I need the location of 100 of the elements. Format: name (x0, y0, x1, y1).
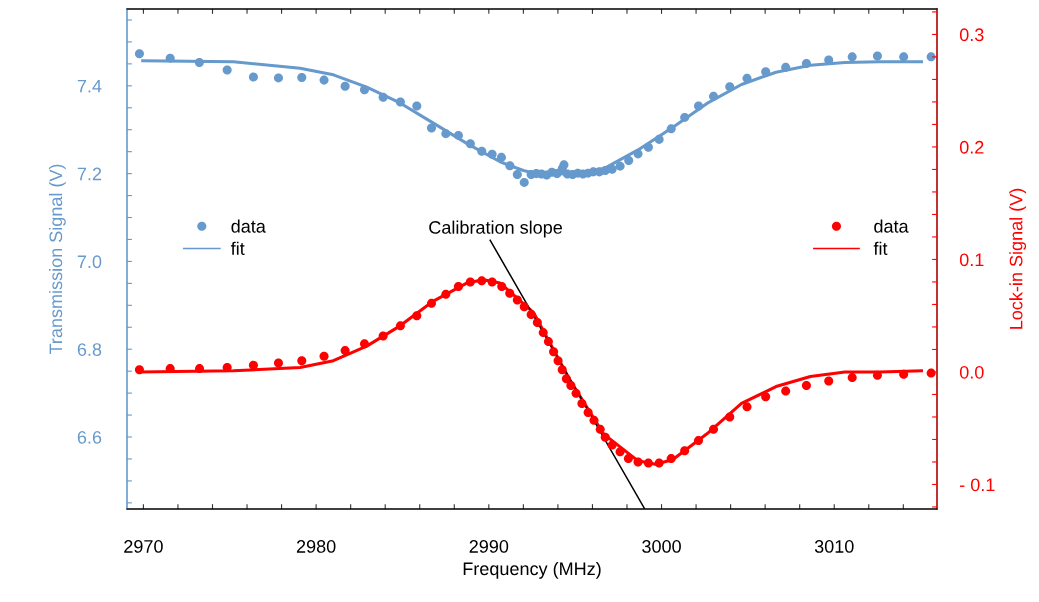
point (577, 398, 587, 408)
point (340, 346, 350, 356)
point (899, 52, 909, 62)
point (519, 302, 529, 312)
y2-tick-label: - 0.1 (960, 478, 995, 492)
point (680, 112, 690, 122)
point (847, 52, 857, 62)
x-axis-title: Frequency (MHz) (463, 561, 601, 579)
point (781, 386, 791, 396)
point (709, 91, 719, 101)
point (477, 276, 487, 286)
point (643, 458, 653, 468)
point (607, 440, 617, 450)
point (742, 402, 752, 412)
point (557, 365, 567, 375)
point (441, 289, 451, 299)
point (624, 155, 634, 165)
point (872, 51, 882, 61)
point (583, 407, 593, 417)
point (899, 369, 909, 379)
point (872, 370, 882, 380)
x-tick-label: 3010 (814, 540, 854, 553)
point (654, 458, 664, 468)
point (801, 380, 811, 390)
point (395, 321, 405, 331)
point (926, 368, 936, 378)
point (195, 364, 205, 374)
y2-tick-label: 0.0 (959, 365, 984, 379)
point (532, 317, 542, 327)
point (297, 72, 307, 82)
point (426, 123, 436, 133)
point (595, 424, 605, 434)
point (519, 177, 529, 187)
point (487, 277, 497, 287)
point (505, 288, 515, 298)
y-tick-label: 7.4 (77, 79, 102, 93)
point (426, 298, 436, 308)
point (273, 358, 283, 368)
point (496, 152, 506, 162)
point (359, 339, 369, 349)
point (248, 360, 258, 370)
point (395, 97, 405, 107)
point (633, 149, 643, 159)
point (549, 347, 559, 357)
y2-tick-label: 0.1 (959, 253, 984, 267)
point (526, 310, 536, 320)
point (505, 161, 515, 171)
point (615, 161, 625, 171)
legend-label: fit (873, 241, 888, 255)
point (378, 92, 388, 102)
legend-label: data (874, 219, 909, 233)
y-tick-label: 7.2 (77, 167, 102, 181)
point (633, 457, 643, 467)
x-tick-label: 2970 (124, 540, 163, 553)
point (512, 295, 522, 305)
point (693, 101, 703, 111)
point (847, 373, 857, 383)
point (615, 447, 625, 457)
point (465, 277, 475, 287)
point (453, 130, 463, 140)
point (487, 149, 497, 159)
y-tick-label: 7.0 (77, 255, 102, 269)
point (589, 415, 599, 425)
point (561, 374, 571, 384)
point (801, 58, 811, 68)
point (359, 85, 369, 95)
point (441, 129, 451, 139)
legend-label: data (231, 219, 266, 233)
point (340, 81, 350, 91)
point (781, 62, 791, 72)
point (643, 142, 653, 152)
x-tick-label: 2980 (296, 540, 336, 553)
point (543, 337, 553, 347)
x-tick-label: 3000 (642, 540, 681, 553)
annotation: Calibration slope (429, 220, 562, 238)
x-tick-label: 2990 (469, 540, 509, 553)
point (319, 351, 329, 361)
point (412, 101, 422, 111)
y-tick-label: 6.6 (77, 430, 102, 444)
point (378, 331, 388, 341)
point (134, 365, 144, 375)
point (248, 72, 258, 82)
point (654, 134, 664, 144)
point (761, 392, 771, 402)
point (559, 160, 569, 170)
point (600, 432, 610, 442)
point (465, 139, 475, 149)
point (412, 311, 422, 321)
y-axis-title: Transmission Signal (V) (48, 164, 66, 355)
y2-tick-label: 0.2 (959, 140, 984, 154)
point (693, 436, 703, 446)
point (680, 446, 690, 456)
point (165, 53, 175, 63)
point (742, 73, 752, 83)
point (453, 281, 463, 291)
point (725, 82, 735, 92)
point (571, 388, 581, 398)
point (607, 164, 617, 174)
point (512, 169, 522, 180)
y2-axis-title: Lock-in Signal (V) (1009, 188, 1027, 329)
